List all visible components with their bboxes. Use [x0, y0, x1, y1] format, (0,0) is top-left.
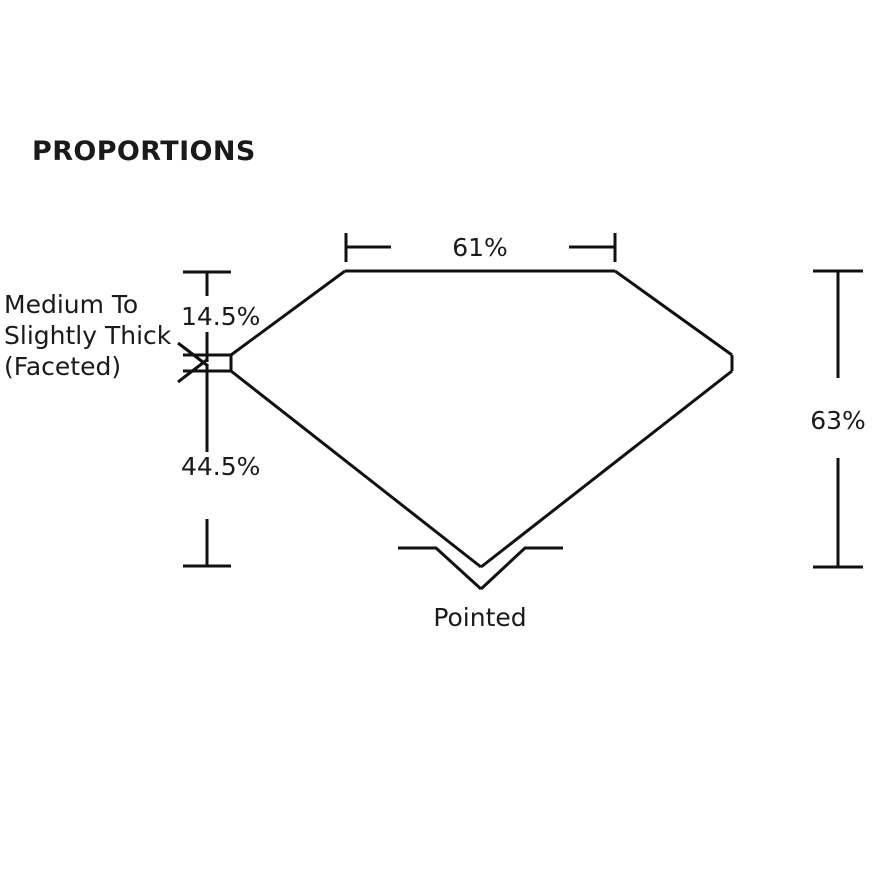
- culet-leader-group: [398, 546, 563, 591]
- total-depth-dimension: 63%: [810, 269, 866, 569]
- crown-height-label: 14.5%: [181, 302, 260, 331]
- pavilion-depth-dimension: 44.5%: [181, 364, 260, 568]
- crown-left-slope: [230, 269, 346, 357]
- girdle-description-block: Medium To Slightly Thick (Faceted): [4, 290, 172, 381]
- table-width-dimension: 61%: [344, 233, 617, 262]
- pavilion-depth-label: 44.5%: [181, 452, 260, 481]
- page-title: PROPORTIONS: [32, 136, 256, 167]
- break-lower-slash: [177, 357, 209, 384]
- girdle-description-line-1: Medium To: [4, 290, 138, 319]
- culet-leader-right: [479, 546, 563, 591]
- culet-leader-left: [398, 546, 483, 591]
- culet-label: Pointed: [433, 603, 526, 632]
- girdle-description-line-2: Slightly Thick: [4, 321, 172, 350]
- table-width-label: 61%: [452, 233, 508, 262]
- girdle-break-symbol: [177, 341, 231, 384]
- diamond-outline-group: [229, 269, 734, 569]
- pavilion-right-slope: [480, 369, 733, 569]
- crown-right-slope: [614, 269, 733, 357]
- crown-height-dimension: 14.5%: [181, 270, 260, 362]
- pavilion-left-slope: [230, 369, 482, 569]
- girdle-description-line-3: (Faceted): [4, 352, 121, 381]
- total-depth-label: 63%: [810, 406, 866, 435]
